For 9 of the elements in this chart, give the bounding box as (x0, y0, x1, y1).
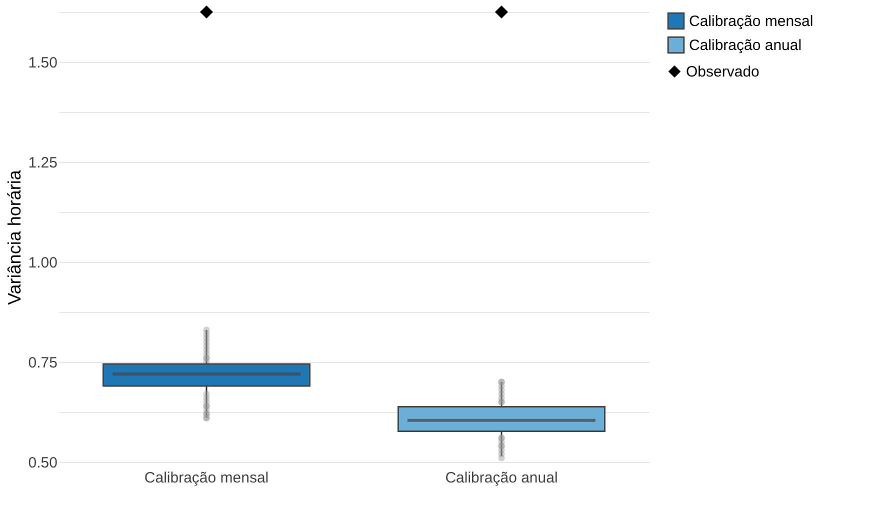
legend-label: Calibração mensal (689, 13, 814, 30)
y-tick-label: 1.50 (28, 54, 58, 72)
legend-label: Observado (686, 64, 760, 80)
y-tick-label: 0.75 (28, 354, 58, 372)
legend-label: Calibração anual (689, 37, 802, 54)
y-tick-label: 1.25 (28, 154, 58, 172)
y-tick-label: 1.00 (28, 254, 58, 272)
y-tick-label: 0.50 (28, 454, 58, 472)
y-axis-title: Variância horária (4, 169, 24, 305)
